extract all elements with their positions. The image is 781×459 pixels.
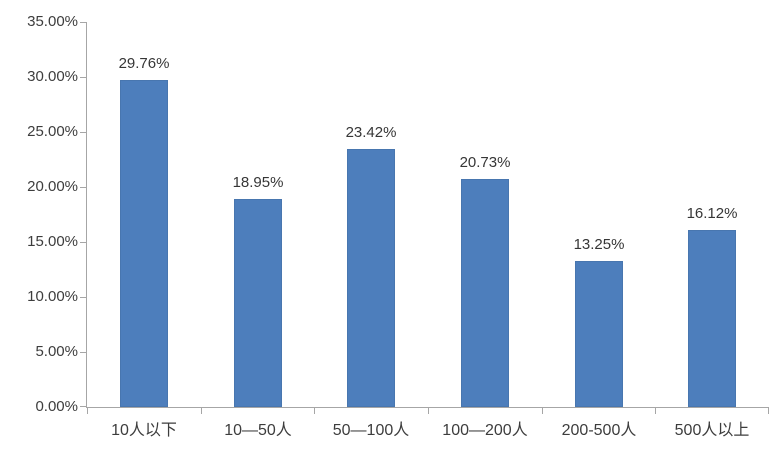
y-axis-label: 10.00% xyxy=(27,288,78,305)
bar xyxy=(347,149,395,407)
bar xyxy=(461,179,509,407)
x-category-label: 10人以下 xyxy=(111,422,177,439)
y-axis-tick xyxy=(80,352,86,353)
y-axis-label: 30.00% xyxy=(27,68,78,85)
y-axis-tick xyxy=(80,242,86,243)
x-axis-tick xyxy=(428,407,429,414)
y-axis-tick xyxy=(80,22,86,23)
x-axis-tick xyxy=(655,407,656,414)
x-axis-tick xyxy=(201,407,202,414)
bar-value-label: 23.42% xyxy=(345,124,397,141)
y-axis-label: 5.00% xyxy=(35,343,78,360)
y-axis-tick xyxy=(80,187,86,188)
y-axis-label: 35.00% xyxy=(27,13,78,30)
y-axis-tick xyxy=(80,77,86,78)
bar-value-label: 18.95% xyxy=(232,174,284,191)
bar-value-label: 29.76% xyxy=(118,55,170,72)
x-axis-tick xyxy=(314,407,315,414)
bar xyxy=(688,230,736,407)
x-category-label: 100—200人 xyxy=(442,422,528,439)
bar-value-label: 16.12% xyxy=(686,205,738,222)
y-axis-label: 0.00% xyxy=(35,398,78,415)
y-axis-label: 15.00% xyxy=(27,233,78,250)
x-category-label: 50—100人 xyxy=(332,422,410,439)
y-axis-tick xyxy=(80,406,86,407)
x-category-label: 10—50人 xyxy=(224,422,292,439)
x-axis-tick xyxy=(768,407,769,414)
bar-value-label: 20.73% xyxy=(459,154,511,171)
y-axis-label: 20.00% xyxy=(27,178,78,195)
bar xyxy=(234,199,282,407)
x-axis-tick xyxy=(542,407,543,414)
y-axis-label: 25.00% xyxy=(27,123,78,140)
bar xyxy=(575,261,623,407)
y-axis-tick xyxy=(80,297,86,298)
x-category-label: 200-500人 xyxy=(561,422,637,439)
bar-value-label: 13.25% xyxy=(573,236,625,253)
bar xyxy=(120,80,168,407)
y-axis-tick xyxy=(80,132,86,133)
x-axis-tick xyxy=(87,407,88,414)
plot-area: 29.76% 10人以下 18.95% 10—50人 23.42% 50—100人 20.7… xyxy=(80,22,769,439)
x-category-label: 500人以上 xyxy=(674,422,750,439)
